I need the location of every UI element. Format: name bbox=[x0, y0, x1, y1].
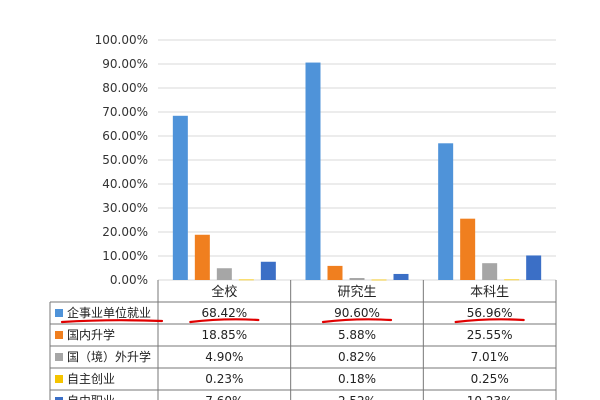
legend-label-1: 国内升学 bbox=[67, 327, 115, 342]
bar-1-1 bbox=[327, 265, 343, 280]
cell-value-1-1: 5.88% bbox=[338, 328, 376, 342]
legend-swatch-0 bbox=[55, 309, 63, 317]
legend-swatch-3 bbox=[55, 375, 63, 383]
bar-0-2 bbox=[216, 268, 232, 280]
highlight-underline-1 bbox=[321, 318, 393, 324]
legend-swatch-4 bbox=[55, 397, 63, 400]
category-label-1: 研究生 bbox=[337, 285, 376, 300]
cell-value-3-2: 0.25% bbox=[471, 372, 509, 386]
cell-value-1-0: 18.85% bbox=[201, 328, 247, 342]
legend-label-0: 企事业单位就业 bbox=[67, 305, 151, 320]
y-tick-label-9: 90.00% bbox=[102, 57, 148, 71]
y-tick-label-3: 30.00% bbox=[102, 201, 148, 215]
y-tick-label-7: 70.00% bbox=[102, 105, 148, 119]
y-tick-label-8: 80.00% bbox=[102, 81, 148, 95]
cell-value-3-0: 0.23% bbox=[205, 372, 243, 386]
cell-value-2-0: 4.90% bbox=[205, 350, 243, 364]
highlight-underline-label bbox=[60, 319, 164, 324]
bar-1-2 bbox=[349, 278, 365, 280]
cell-value-0-0: 68.42% bbox=[201, 306, 247, 320]
highlight-underline-2 bbox=[454, 318, 525, 324]
y-tick-label-1: 10.00% bbox=[102, 249, 148, 263]
bar-0-0 bbox=[172, 115, 188, 281]
bar-0-4 bbox=[260, 261, 276, 280]
highlight-underline-0 bbox=[189, 318, 260, 324]
cell-value-2-1: 0.82% bbox=[338, 350, 376, 364]
legend-label-3: 自主创业 bbox=[67, 372, 115, 386]
category-label-2: 本科生 bbox=[470, 285, 509, 300]
cell-value-4-1: 2.52% bbox=[338, 394, 376, 400]
bar-2-3 bbox=[504, 279, 520, 281]
bar-2-0 bbox=[438, 143, 454, 280]
bar-2-2 bbox=[482, 263, 498, 280]
cell-value-2-2: 7.01% bbox=[471, 350, 509, 364]
bar-0-1 bbox=[194, 234, 210, 280]
y-tick-label-5: 50.00% bbox=[102, 153, 148, 167]
bar-2-1 bbox=[460, 218, 476, 280]
cell-value-1-2: 25.55% bbox=[467, 328, 513, 342]
bar-0-3 bbox=[238, 279, 254, 281]
legend-label-2: 国（境）外升学 bbox=[67, 349, 151, 364]
cell-value-4-2: 10.23% bbox=[467, 394, 513, 400]
y-tick-label-6: 60.00% bbox=[102, 129, 148, 143]
cell-value-0-2: 56.96% bbox=[467, 306, 513, 320]
cell-value-0-1: 90.60% bbox=[334, 306, 380, 320]
y-tick-label-10: 100.00% bbox=[95, 33, 148, 47]
bar-1-3 bbox=[371, 279, 387, 281]
cell-value-3-1: 0.18% bbox=[338, 372, 376, 386]
y-tick-label-2: 20.00% bbox=[102, 225, 148, 239]
bar-1-0 bbox=[305, 62, 321, 281]
y-tick-label-4: 40.00% bbox=[102, 177, 148, 191]
category-label-0: 全校 bbox=[211, 284, 237, 300]
cell-value-4-0: 7.60% bbox=[205, 394, 243, 400]
legend-label-4: 自由职业 bbox=[67, 394, 115, 400]
y-tick-label-0: 0.00% bbox=[110, 273, 148, 287]
legend-swatch-2 bbox=[55, 353, 63, 361]
bar-2-4 bbox=[526, 255, 542, 280]
bar-1-4 bbox=[393, 273, 409, 280]
legend-swatch-1 bbox=[55, 331, 63, 339]
